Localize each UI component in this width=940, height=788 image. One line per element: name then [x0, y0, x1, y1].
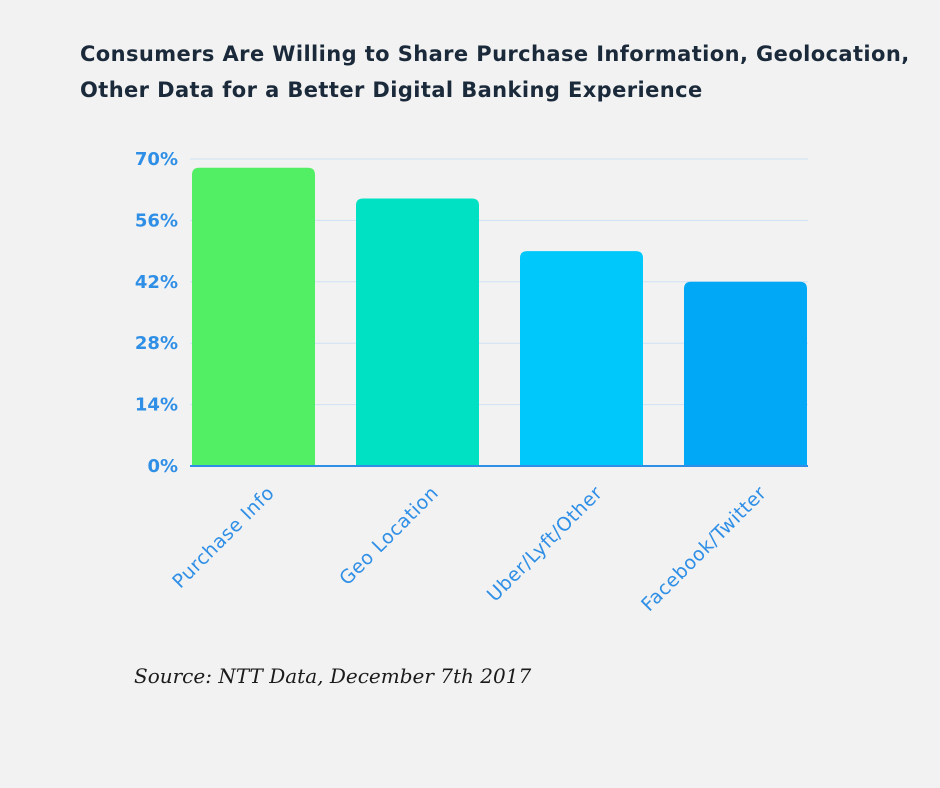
y-axis-ticks: 0% 14% 28% 42% 56% 70% [135, 149, 178, 477]
y-tick-label: 14% [135, 395, 178, 416]
y-tick-label: 70% [135, 149, 178, 170]
x-tick-label: Purchase Info [168, 482, 279, 593]
bar-facebook-twitter [684, 281, 807, 466]
chart-title-line-1: Consumers Are Willing to Share Purchase … [80, 42, 910, 66]
x-tick-label: Geo Location [335, 482, 443, 590]
chart-title: Consumers Are Willing to Share Purchase … [80, 36, 920, 108]
bar-chart: 0% 14% 28% 42% 56% 70% Purchase Info Geo Locat… [135, 149, 808, 616]
bar-geo-location [356, 198, 479, 466]
chart-title-line-2: Other Data for a Better Digital Banking … [80, 78, 703, 102]
bar-uber-lyft-other [520, 251, 643, 466]
bars [192, 167, 807, 466]
x-axis-labels: Purchase Info Geo Location Uber/Lyft/Other… [168, 482, 771, 616]
bar-purchase-info [192, 167, 315, 466]
x-tick-label: Uber/Lyft/Other [483, 482, 607, 606]
x-tick-label: Facebook/Twitter [637, 482, 771, 616]
source-note: Source: NTT Data, December 7th 2017 [134, 664, 532, 688]
y-tick-label: 28% [135, 333, 178, 354]
y-tick-label: 0% [147, 456, 178, 477]
y-tick-label: 56% [135, 210, 178, 231]
y-tick-label: 42% [135, 272, 178, 293]
